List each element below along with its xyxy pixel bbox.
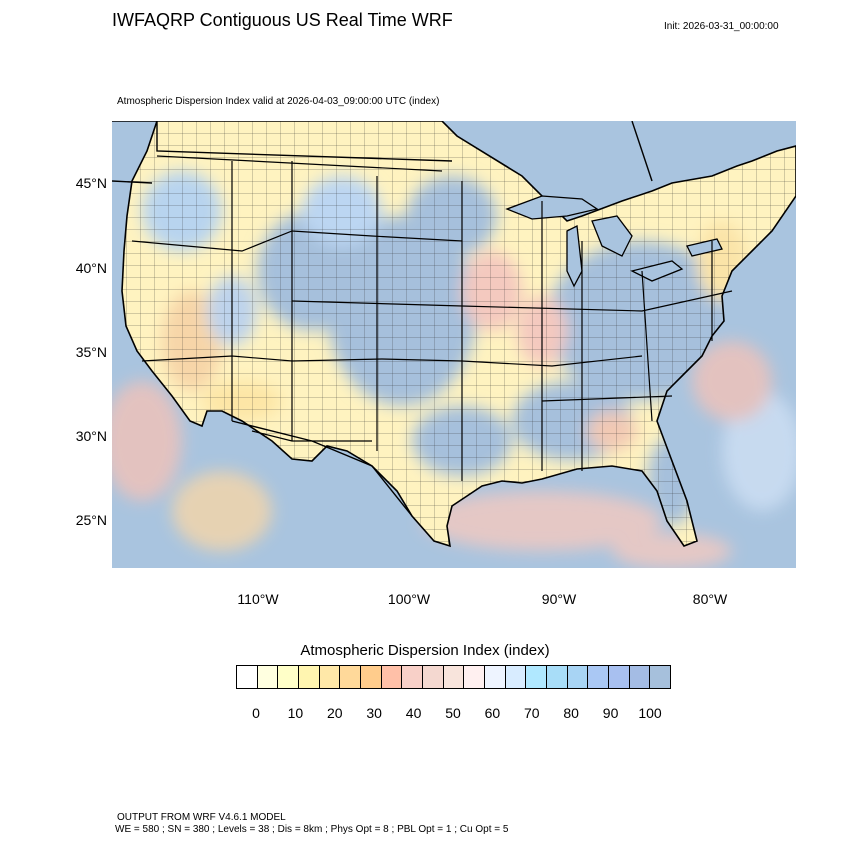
lat-label-35n: 35°N [75, 344, 107, 360]
colorbar-box [402, 666, 424, 688]
colorbar-tick-label: 10 [287, 705, 304, 721]
colorbar-box [505, 666, 527, 688]
state-boundaries [131, 155, 733, 481]
colorbar-tick-label: 70 [524, 705, 540, 721]
colorbar-tick-label: 40 [405, 705, 422, 721]
colorbar-tick-label: 90 [602, 705, 619, 721]
colorbar-tick-label: 30 [366, 705, 382, 721]
colorbar-box [361, 666, 382, 688]
model-info: OUTPUT FROM WRF V4.6.1 MODEL [117, 812, 286, 823]
colorbar-box [443, 666, 465, 688]
colorbar-tick-label: 50 [445, 705, 461, 721]
model-config: WE = 580 ; SN = 380 ; Levels = 38 ; Dis … [115, 824, 509, 835]
lon-label-90w: 90°W [541, 591, 577, 607]
colorbar-box [381, 666, 403, 688]
lon-label-110w: 110°W [237, 591, 279, 607]
lat-label-40n: 40°N [75, 260, 107, 276]
colorbar-box [464, 666, 486, 688]
colorbar-box [588, 666, 610, 688]
colorbar-box [567, 666, 589, 688]
init-time: Init: 2026-03-31_00:00:00 [664, 21, 779, 32]
ocean-field [112, 341, 796, 568]
colorbar-box [257, 666, 279, 688]
colorbar-tick-label: 60 [484, 705, 501, 721]
colorbar-title: Atmospheric Dispersion Index (index) [300, 642, 550, 659]
lat-label-25n: 25°N [75, 512, 107, 528]
map-subtitle: Atmospheric Dispersion Index valid at 20… [117, 96, 440, 107]
colorbar-box [299, 666, 320, 688]
colorbar-tick-label: 100 [638, 705, 662, 721]
colorbar-tick-label: 80 [563, 705, 579, 721]
map-panel [112, 121, 796, 568]
map-canvas [112, 121, 796, 568]
colorbar-tick-label: 0 [252, 705, 260, 721]
great-lakes [505, 195, 723, 288]
lon-label-80w: 80°W [692, 591, 728, 607]
colorbar-box [340, 666, 362, 688]
colorbar-box [423, 666, 444, 688]
national-borders [112, 121, 653, 517]
lat-label-30n: 30°N [75, 428, 107, 444]
colorbar-box [278, 666, 300, 688]
colorbar-box [237, 666, 258, 688]
colorbar-box [319, 666, 341, 688]
lon-label-100w: 100°W [387, 591, 431, 607]
colorbar-tick-label: 20 [327, 705, 343, 721]
colorbar [236, 665, 671, 689]
colorbar-box [629, 666, 651, 688]
colorbar-box [526, 666, 548, 688]
colorbar-box [650, 666, 671, 688]
colorbar-box [485, 666, 506, 688]
colorbar-box [609, 666, 630, 688]
main-title: IWFAQRP Contiguous US Real Time WRF [112, 10, 453, 30]
lat-label-45n: 45°N [75, 175, 107, 191]
colorbar-box [547, 666, 568, 688]
